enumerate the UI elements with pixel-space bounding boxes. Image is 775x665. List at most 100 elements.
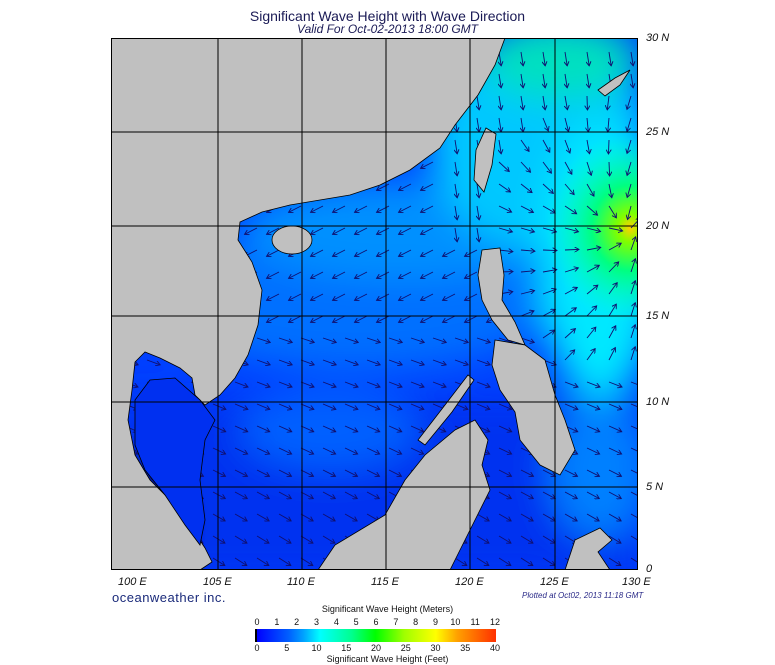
wave-arrow: [465, 249, 478, 256]
wave-arrow: [499, 139, 501, 154]
wave-arrow: [520, 557, 533, 566]
wave-arrow: [542, 183, 553, 193]
wave-arrow: [564, 205, 577, 214]
wave-arrow: [322, 381, 336, 387]
wave-arrow: [278, 557, 291, 566]
wave-arrow: [234, 469, 247, 476]
wave-arrow: [278, 447, 292, 454]
wave-arrow: [234, 403, 248, 409]
wave-arrow: [476, 337, 490, 342]
wave-arrow: [455, 205, 457, 220]
wave-arrow: [564, 287, 577, 295]
wave-arrow: [322, 403, 336, 409]
wave-arrow: [564, 117, 569, 132]
colorbar-tick: 40: [489, 643, 501, 653]
lat-label: 15 N: [646, 310, 670, 322]
wave-arrow: [608, 139, 609, 154]
wave-arrow: [322, 447, 336, 454]
wave-arrow: [542, 270, 557, 272]
lon-label: 110 E: [287, 576, 315, 588]
wave-arrow: [521, 51, 523, 66]
wave-arrow: [564, 350, 575, 361]
land-sulawesi: [564, 527, 613, 570]
colorbar-tick: 6: [373, 617, 379, 627]
wave-arrow: [586, 349, 595, 361]
wave-arrow: [421, 249, 434, 256]
wave-arrow: [388, 337, 402, 342]
wave-arrow: [520, 535, 533, 543]
wave-arrow: [443, 249, 456, 256]
colorbar-title-meters: Significant Wave Height (Meters): [321, 604, 454, 614]
wave-arrow: [377, 293, 390, 300]
wave-arrow: [520, 183, 532, 193]
wave-arrow: [542, 535, 555, 543]
wave-arrow: [564, 249, 579, 250]
wave-arrow: [627, 161, 632, 175]
wave-arrow: [333, 205, 346, 212]
gulf-of-thailand: [134, 377, 216, 546]
wave-arrow: [564, 513, 577, 521]
wave-arrow: [631, 51, 633, 66]
wave-arrow: [542, 513, 555, 521]
wave-arrow: [455, 183, 457, 198]
wave-arrow: [234, 491, 247, 499]
wave-arrow: [333, 227, 346, 234]
wave-arrow: [586, 447, 600, 454]
wave-arrow: [608, 348, 615, 361]
wave-arrow: [212, 469, 225, 476]
lon-label: 100 E: [118, 576, 147, 588]
wave-arrow: [454, 337, 468, 342]
wave-arrow: [608, 513, 621, 521]
wave-arrow: [443, 293, 456, 300]
wave-arrow: [465, 271, 478, 278]
wave-arrow: [564, 491, 577, 499]
wave-arrow: [542, 117, 548, 131]
wave-arrow: [499, 95, 501, 110]
wave-arrow: [300, 535, 313, 543]
wave-arrow: [586, 327, 596, 339]
colorbar: [255, 629, 496, 642]
wave-arrow: [586, 306, 597, 317]
wave-arrow: [609, 161, 610, 176]
wave-arrow: [520, 139, 529, 151]
wave-arrow: [377, 205, 390, 212]
wave-arrow: [410, 381, 424, 387]
wave-arrow: [542, 469, 555, 476]
wave-arrow: [542, 557, 555, 566]
colorbar-tick: 10: [450, 617, 461, 627]
wave-arrow: [520, 311, 534, 317]
wave-arrow: [608, 491, 621, 499]
colorbar-tick: 9: [432, 617, 439, 627]
wave-arrow: [498, 205, 512, 212]
wave-arrow: [278, 469, 291, 476]
land-visayas-mindanao: [491, 339, 576, 476]
wave-arrow: [586, 469, 599, 476]
wave-arrow: [333, 293, 346, 300]
wave-arrow: [366, 359, 380, 365]
wave-arrow: [289, 205, 302, 212]
wave-arrow: [300, 425, 314, 432]
wave-arrow: [278, 513, 291, 521]
wave-arrow: [498, 161, 509, 172]
wave-arrow: [520, 250, 535, 251]
wave-arrow: [234, 513, 247, 521]
wave-arrow: [355, 205, 368, 212]
lon-label: 130 E: [622, 576, 651, 588]
wave-arrow: [498, 557, 511, 566]
colorbar-tick: 30: [430, 643, 441, 653]
wave-arrow: [256, 469, 269, 476]
wave-arrow: [520, 469, 533, 476]
wave-arrow: [608, 205, 616, 218]
wave-arrow: [256, 535, 269, 543]
wave-arrow: [212, 447, 226, 454]
wave-arrow: [344, 337, 358, 342]
colorbar-tick: 5: [353, 617, 359, 627]
wave-arrow: [477, 227, 479, 242]
wave-arrow: [542, 161, 551, 173]
colorbar-tick: 8: [413, 617, 419, 627]
wave-arrow: [587, 139, 590, 154]
wave-arrow: [630, 237, 636, 251]
wave-arrow: [212, 403, 226, 409]
wave-arrow: [564, 183, 574, 195]
wave-arrow: [477, 117, 479, 132]
